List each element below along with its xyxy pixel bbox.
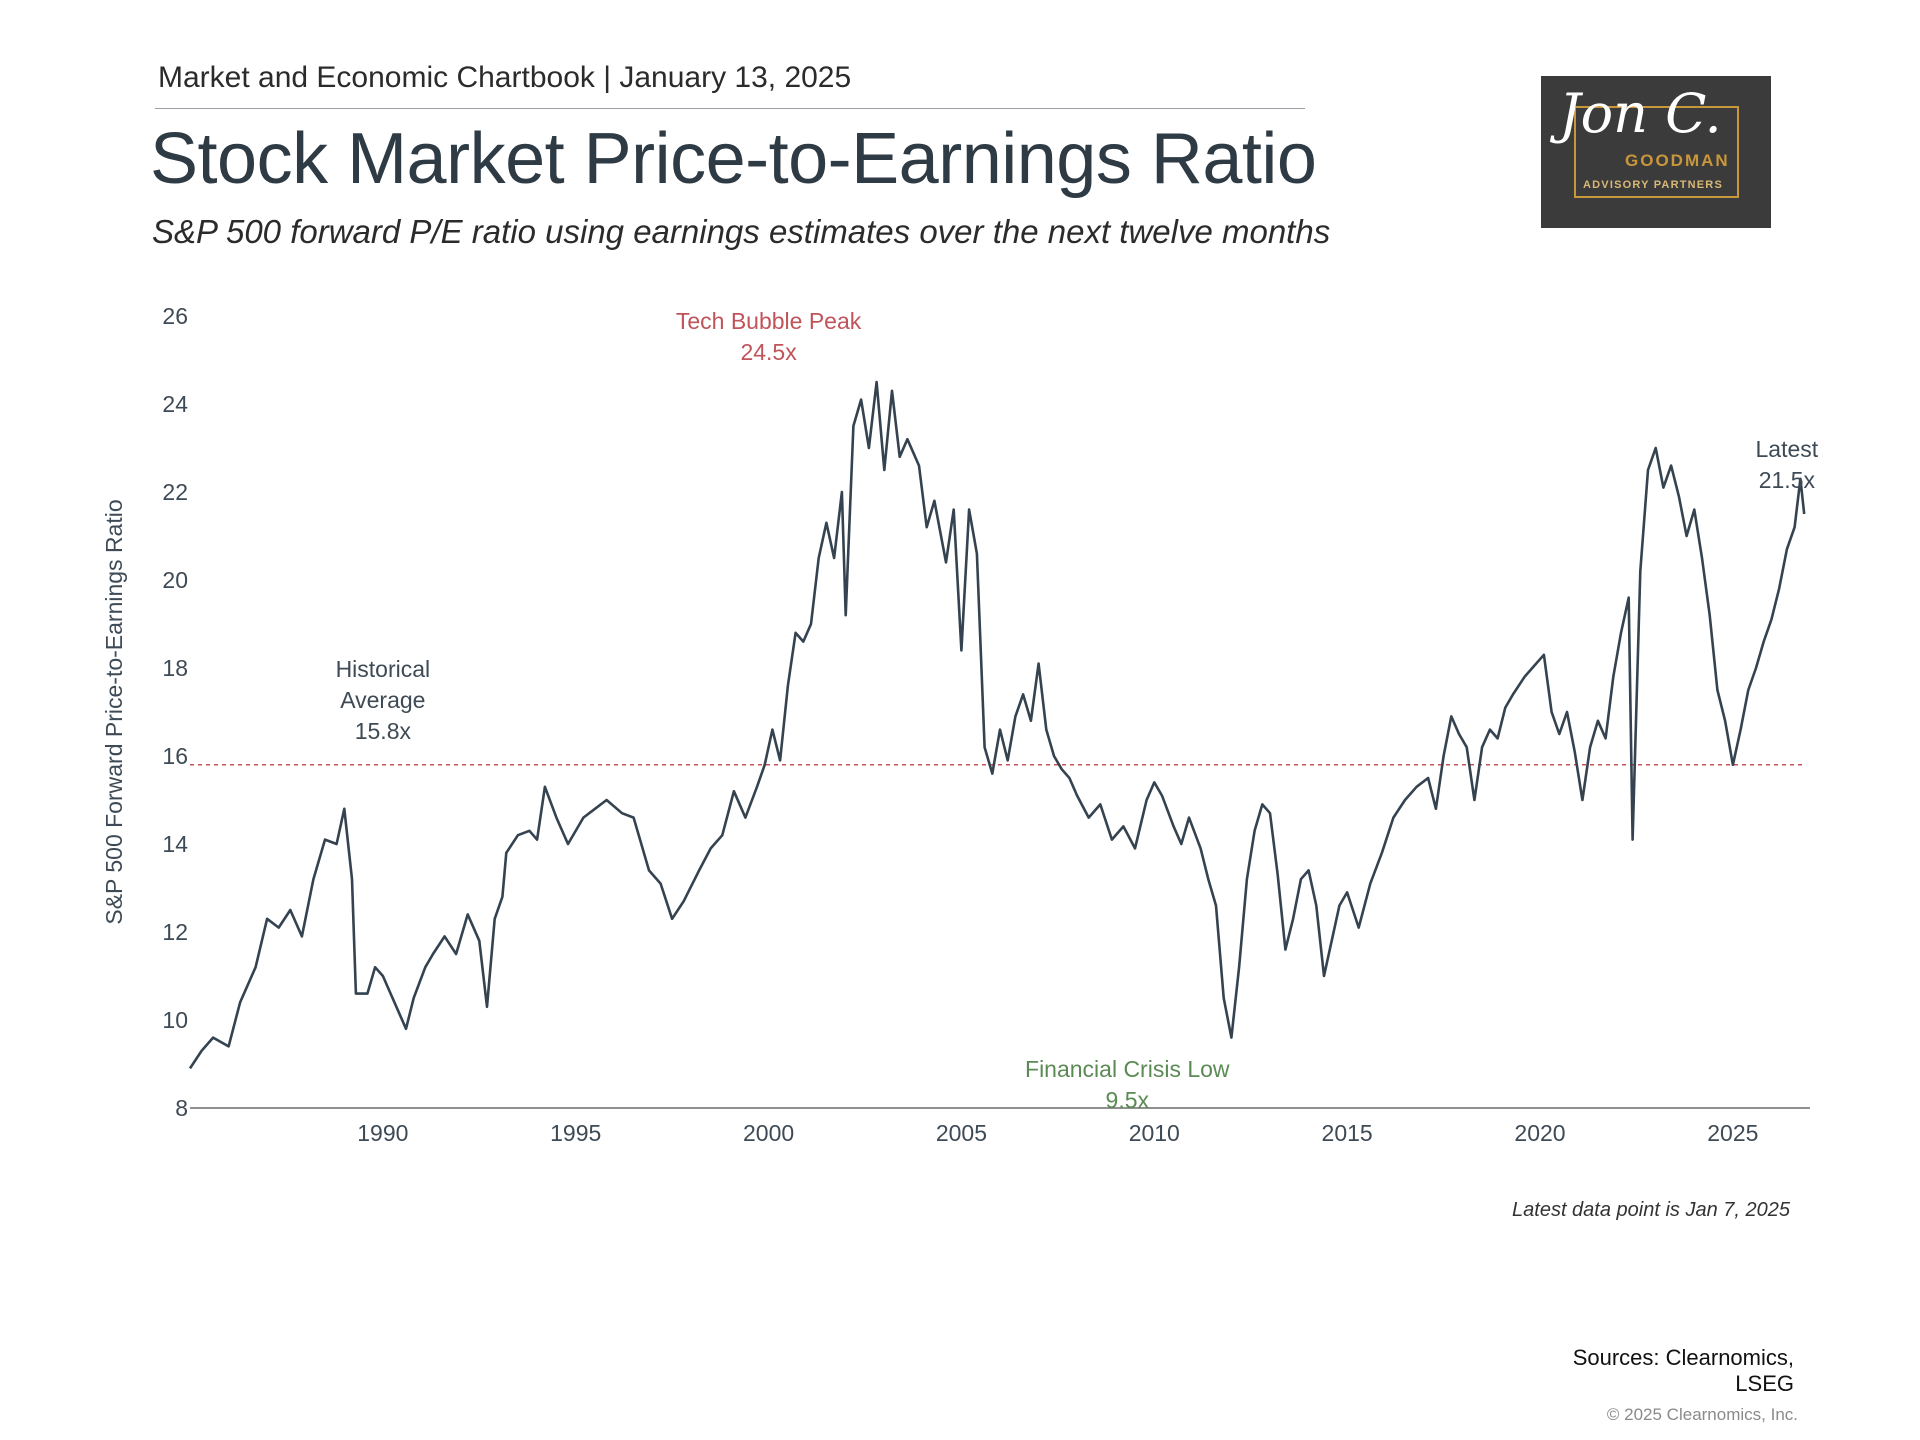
header-divider [155, 108, 1305, 109]
logo-brand: GOODMAN [1625, 151, 1730, 170]
x-tick-label: 2015 [1322, 1120, 1373, 1146]
series-line [188, 380, 1806, 1070]
tech-bubble-label: Tech Bubble Peak 24.5x [676, 308, 862, 365]
x-tick-label: 2000 [743, 1120, 794, 1146]
x-tick-label: 2020 [1514, 1120, 1565, 1146]
financial-crisis-label: Financial Crisis Low 9.5x [1025, 1056, 1230, 1113]
y-tick-label: 8 [175, 1095, 188, 1121]
x-tick-label: 2010 [1129, 1120, 1180, 1146]
y-tick-label: 16 [162, 743, 188, 769]
sources-note: Sources: Clearnomics, LSEG [1572, 1345, 1794, 1396]
y-tick-label: 12 [162, 919, 188, 945]
logo-signature: Jon C. [1559, 82, 1722, 145]
x-tick-label: 2025 [1707, 1120, 1758, 1146]
latest-label: Latest 21.5x [1756, 436, 1819, 493]
page-title: Stock Market Price-to-Earnings Ratio [150, 119, 1317, 199]
x-tick-label: 1990 [357, 1120, 408, 1146]
y-tick-label: 20 [162, 567, 188, 593]
company-logo: Jon C. GOODMAN ADVISORY PARTNERS [1541, 76, 1771, 228]
x-tick-label: 2005 [936, 1120, 987, 1146]
chartbook-header: Market and Economic Chartbook | January … [158, 61, 852, 94]
y-tick-label: 18 [162, 655, 188, 681]
y-axis-label: S&P 500 Forward Price-to-Earnings Ratio [101, 499, 127, 924]
y-tick-label: 10 [162, 1007, 188, 1033]
x-axis-ticks: 1990 1995 2000 2005 2010 2015 2020 2025 [357, 1120, 1758, 1146]
logo-frame [1574, 106, 1739, 198]
y-tick-label: 24 [162, 391, 188, 417]
copyright-note: © 2025 Clearnomics, Inc. [1606, 1405, 1798, 1424]
page-subtitle: S&P 500 forward P/E ratio using earnings… [152, 213, 1331, 250]
logo-subtitle: ADVISORY PARTNERS [1583, 179, 1723, 191]
latest-data-footnote: Latest data point is Jan 7, 2025 [1512, 1199, 1790, 1221]
x-tick-label: 1995 [550, 1120, 601, 1146]
chart-annotations: Historical Average 15.8x Tech Bubble Peak 24… [336, 308, 1819, 1113]
y-axis-ticks: 8 10 12 14 16 18 20 22 24 26 [162, 303, 188, 1121]
historical-average-label: Historical Average 15.8x [336, 656, 431, 744]
y-tick-label: 22 [162, 479, 188, 505]
y-tick-label: 14 [162, 831, 188, 857]
y-tick-label: 26 [162, 303, 188, 329]
